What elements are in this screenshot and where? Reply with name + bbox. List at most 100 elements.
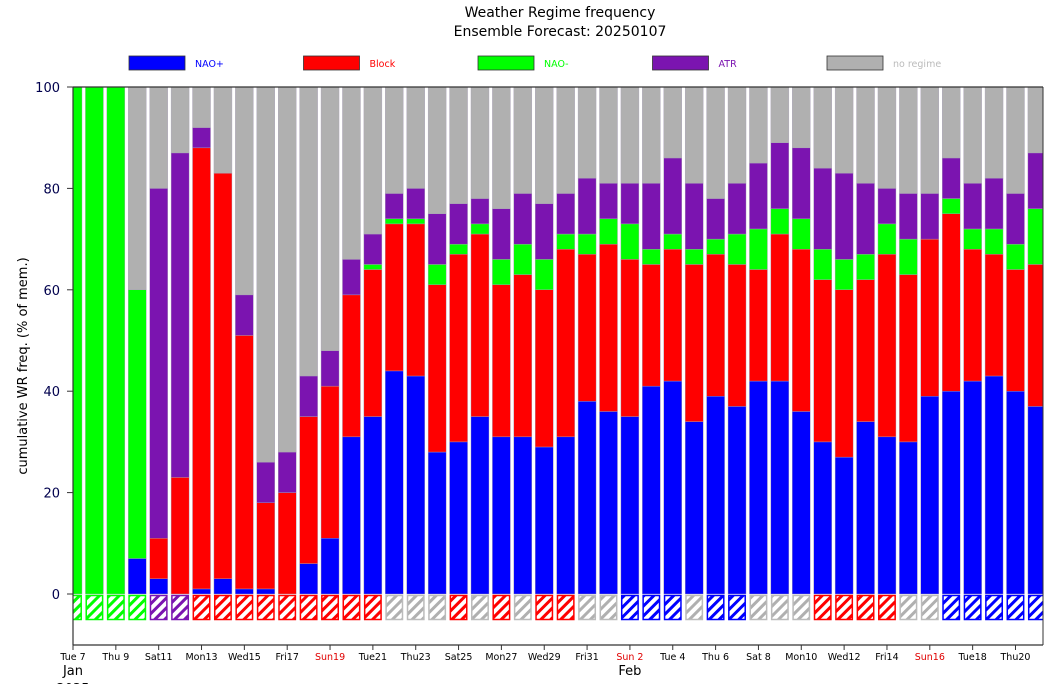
dominant-regime-marker — [171, 594, 190, 621]
bar-segment-block — [1027, 264, 1043, 407]
x-tick-label: Tue 4 — [659, 652, 685, 663]
bar-segment-atr — [170, 152, 190, 478]
legend-label: NAO- — [544, 59, 569, 70]
bar-segment-no-regime — [213, 87, 233, 174]
dominant-regime-marker — [471, 594, 489, 621]
bar-segment-no-regime — [320, 87, 340, 351]
bar-segment-block — [385, 223, 404, 372]
bar-segment-atr — [727, 183, 747, 235]
bar-segment-block — [727, 264, 747, 407]
dominant-regime-marker — [770, 594, 789, 621]
bar-segment-no-regime — [642, 87, 661, 184]
bar-segment-atr — [684, 183, 704, 250]
bar-segment-no-regime — [684, 87, 704, 184]
dominant-regime-marker — [363, 594, 382, 621]
y-tick-label: 80 — [43, 182, 60, 197]
bar-segment-nao- — [492, 259, 511, 285]
bar-segment-nao- — [813, 249, 832, 280]
bar-segment-no-regime — [620, 87, 640, 184]
bar-stack — [213, 87, 233, 621]
x-tick-label: Wed15 — [228, 652, 261, 663]
bar-segment-nao- — [599, 411, 618, 595]
legend-swatch-nao- — [477, 55, 535, 71]
bar-segment-nao- — [899, 238, 918, 275]
bar-segment-nao- — [342, 436, 361, 595]
bar-segment-no-regime — [299, 87, 318, 377]
bar-segment-nao- — [942, 391, 961, 595]
x-tick-label: Sat 8 — [746, 652, 771, 663]
bar-segment-block — [535, 289, 554, 448]
month-label-feb: Feb — [618, 664, 641, 679]
bar-segment-nao- — [920, 396, 939, 595]
legend-label: no regime — [893, 59, 941, 70]
x-tick-label: Sun16 — [915, 652, 945, 663]
bar-segment-block — [663, 249, 682, 382]
bar-segment-no-regime — [599, 87, 618, 184]
bar-segment-no-regime — [192, 87, 211, 128]
bar-segment-nao- — [620, 416, 640, 595]
bar-segment-nao- — [535, 446, 554, 595]
dominant-regime-marker — [85, 594, 104, 621]
bar-stack — [128, 87, 147, 621]
legend-label: ATR — [719, 59, 738, 70]
bar-stack — [770, 87, 790, 621]
bar-segment-no-regime — [749, 87, 768, 164]
bar-segment-nao- — [792, 411, 811, 595]
dominant-regime-marker — [749, 594, 768, 621]
bar-segment-nao- — [128, 558, 147, 595]
bar-segment-no-regime — [556, 87, 575, 194]
bar-stack — [256, 87, 275, 621]
bar-segment-nao- — [942, 198, 961, 214]
bar-segment-atr — [470, 198, 490, 225]
bar-segment-nao- — [834, 259, 854, 291]
bar-segment-no-regime — [342, 87, 361, 260]
bar-segment-no-regime — [363, 87, 383, 235]
bar-segment-nao- — [577, 233, 597, 255]
dominant-regime-marker — [706, 594, 725, 621]
legend-swatch-no-regime — [826, 55, 884, 71]
month-label-jan: Jan — [62, 664, 83, 679]
bar-segment-block — [427, 284, 447, 453]
bar-stack — [278, 87, 297, 621]
bar-segment-block — [513, 274, 533, 438]
dominant-regime-marker — [342, 594, 361, 621]
bar-stack — [556, 87, 575, 621]
legend-swatch-atr — [652, 55, 709, 71]
y-ticks: 0 20 40 60 80 100 — [35, 81, 73, 603]
bar-segment-atr — [299, 375, 318, 417]
bar-segment-nao- — [363, 264, 383, 270]
bar-segment-no-regime — [470, 87, 490, 199]
x-tick-label: Fri14 — [875, 652, 898, 663]
bar-segment-block — [256, 502, 275, 590]
bar-segment-block — [299, 416, 318, 564]
bar-stack — [813, 87, 832, 621]
bar-segment-atr — [749, 162, 768, 230]
y-tick-label: 0 — [52, 588, 60, 603]
bar-stack — [85, 87, 104, 621]
dominant-regime-marker — [299, 594, 318, 621]
dominant-regime-marker — [963, 594, 982, 621]
bar-segment-atr — [642, 183, 661, 250]
bar-segment-atr — [920, 193, 939, 240]
bar-segment-nao- — [192, 588, 211, 595]
y-tick-label: 20 — [43, 487, 60, 502]
bar-segment-atr — [235, 294, 254, 336]
bar-stack — [192, 87, 211, 621]
bar-segment-block — [406, 223, 425, 377]
bar-segment-atr — [942, 157, 961, 199]
bar-segment-block — [1006, 269, 1025, 392]
dominant-regime-marker — [835, 594, 854, 621]
bar-stack — [449, 87, 468, 621]
bar-segment-atr — [1027, 152, 1043, 209]
bar-stack — [834, 87, 854, 621]
bar-segment-block — [278, 492, 297, 595]
bar-segment-no-regime — [170, 87, 190, 154]
bar-stack — [599, 87, 618, 621]
bar-segment-block — [706, 254, 725, 397]
bar-segment-atr — [834, 172, 854, 260]
bar-segment-no-regime — [278, 87, 297, 453]
legend-swatch-block — [303, 55, 360, 71]
bar-segment-nao- — [427, 264, 447, 285]
dominant-regime-marker — [149, 594, 168, 621]
bar-segment-atr — [556, 193, 575, 235]
